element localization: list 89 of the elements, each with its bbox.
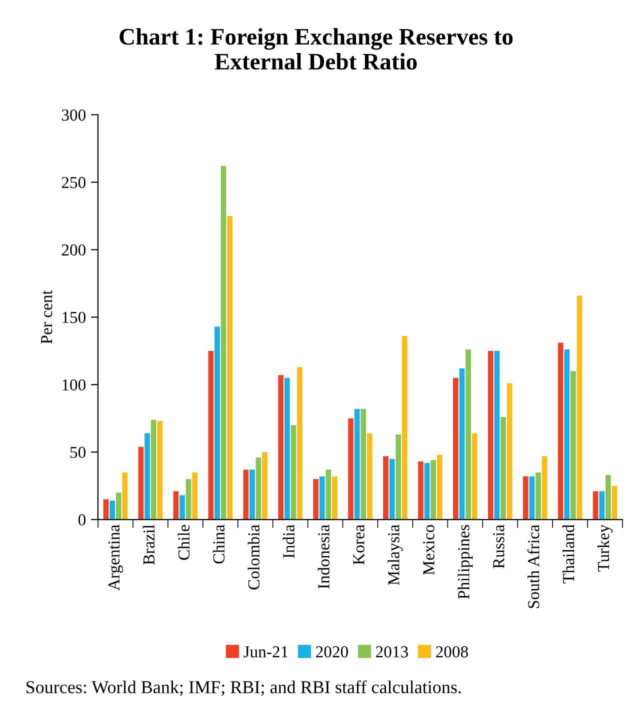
- bar: [599, 491, 605, 520]
- bar: [564, 350, 570, 520]
- bar: [110, 500, 115, 520]
- bar: [418, 462, 424, 520]
- y-tick-label: 300: [62, 109, 86, 121]
- x-tick-label: Mexico: [423, 525, 434, 575]
- bar: [326, 470, 332, 520]
- y-axis-title: Per cent: [41, 290, 52, 344]
- bar: [402, 336, 408, 520]
- bar: [319, 476, 325, 520]
- x-tick-label: Russia: [493, 524, 504, 568]
- x-tick-label: Brazil: [142, 524, 155, 565]
- bar: [186, 479, 192, 520]
- x-tick-label: Turkey: [597, 524, 613, 572]
- bar: [278, 375, 284, 520]
- bar: [354, 408, 360, 520]
- y-tick-label: 250: [62, 176, 86, 188]
- bar: [332, 476, 338, 520]
- bar: [536, 472, 541, 520]
- bar: [220, 166, 226, 520]
- x-tick-label: South Africa: [527, 524, 540, 608]
- bar: [570, 371, 576, 520]
- x-tick-label: Thailand: [562, 524, 574, 584]
- x-tick-label: Argentina: [108, 524, 124, 591]
- bar: [250, 470, 255, 520]
- bar: [383, 456, 388, 520]
- bar: [488, 350, 494, 520]
- bar: [214, 326, 220, 520]
- bar: [494, 350, 500, 520]
- bar: [313, 479, 319, 520]
- x-tick-label: Philippines: [458, 525, 473, 599]
- legend-label: 2013: [376, 646, 408, 658]
- bar: [472, 433, 478, 520]
- x-tick-label: Indonesia: [318, 524, 330, 589]
- bar: [592, 491, 598, 520]
- x-tick-label: China: [212, 524, 225, 564]
- x-tick-label: Colombia: [248, 524, 260, 590]
- bar: [558, 342, 564, 520]
- bar: [284, 378, 290, 520]
- bar: [396, 434, 402, 520]
- y-tick-label: 50: [70, 446, 86, 458]
- bar: [150, 420, 156, 520]
- bar: [297, 367, 302, 520]
- x-tick-label: Chile: [178, 524, 190, 560]
- x-tick-label: Malaysia: [388, 524, 403, 586]
- bar: [367, 433, 372, 520]
- bar: [157, 421, 163, 520]
- x-tick-label: Korea: [353, 524, 364, 565]
- y-tick-label: 150: [62, 312, 86, 324]
- bar: [138, 446, 144, 520]
- bar: [522, 476, 528, 520]
- bar: [542, 456, 548, 520]
- bar: [348, 418, 354, 520]
- bar: [116, 492, 122, 520]
- bar: [436, 454, 442, 520]
- legend-label: 2008: [436, 646, 468, 658]
- bar: [424, 462, 430, 520]
- bar: [576, 296, 582, 520]
- bar: [459, 368, 465, 520]
- bar: [500, 417, 506, 520]
- y-tick-label: 0: [78, 514, 86, 526]
- bar: [290, 425, 296, 520]
- chart-title: Chart 1: Foreign Exchange Reserves to External Debt Ratio: [120, 28, 513, 70]
- bar: [208, 350, 214, 520]
- bar: [612, 486, 618, 520]
- bar: [529, 476, 535, 520]
- bar: [122, 472, 128, 520]
- x-tick-label: India: [282, 524, 294, 558]
- bar: [103, 499, 109, 520]
- bar: [173, 491, 179, 520]
- bar: [453, 378, 458, 520]
- bar: [360, 408, 366, 520]
- source-note: Sources: World Bank; IMF; RBI; and RBI staff calculations.: [26, 680, 461, 696]
- bar: [506, 383, 512, 520]
- y-tick-label: 200: [62, 244, 86, 256]
- bar: [389, 458, 395, 520]
- bar: [144, 433, 150, 520]
- bar: [430, 460, 436, 520]
- bar: [262, 452, 268, 520]
- legend-label: 2020: [316, 646, 348, 658]
- bar: [192, 472, 198, 520]
- bar: [606, 475, 611, 520]
- y-tick-label: 100: [62, 379, 86, 391]
- bar: [227, 216, 232, 520]
- bar: [180, 495, 185, 520]
- bar: [256, 457, 262, 520]
- legend-label: Jun-21: [244, 646, 288, 658]
- bar: [243, 470, 249, 520]
- bar: [466, 350, 471, 520]
